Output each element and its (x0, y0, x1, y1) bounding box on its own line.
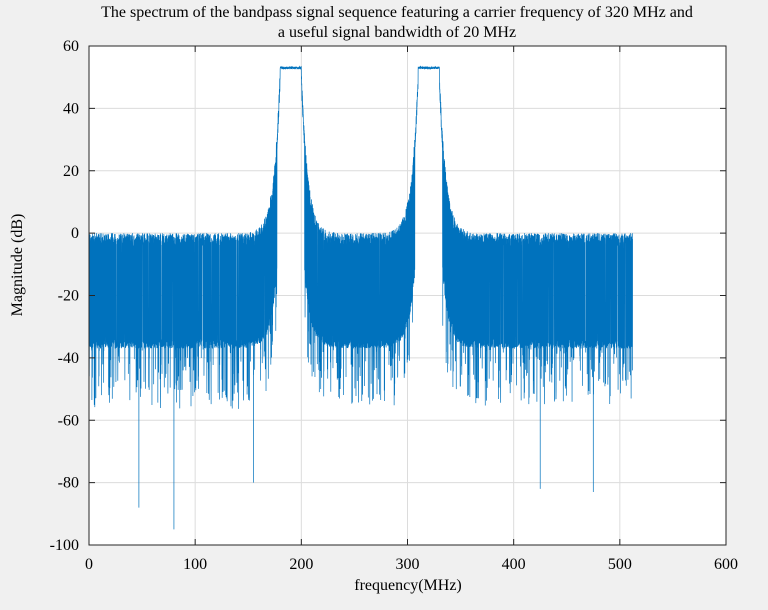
axis-ticks: 0 100 200 300 400 500 6006040200-20-40-60-80-1… (50, 38, 738, 573)
y-tick-label: -20 (58, 288, 79, 305)
x-tick-label: 600 (714, 556, 738, 573)
y-tick-label: -80 (58, 475, 79, 492)
y-axis-label: Magnitude (dB) (9, 214, 26, 317)
y-tick-label: 60 (63, 38, 79, 55)
spectrum-series (88, 65, 633, 530)
chart-title-line-1: The spectrum of the bandpass signal sequ… (101, 4, 693, 21)
x-tick-label: 100 (183, 556, 207, 573)
y-tick-label: -40 (58, 350, 79, 367)
y-tick-label: 0 (71, 225, 79, 242)
spectrum-line (88, 65, 633, 530)
x-axis-label: frequency(MHz) (354, 577, 462, 594)
x-tick-label: 400 (502, 556, 526, 573)
chart-title-line-2: a useful signal bandwidth of 20 MHz (278, 24, 516, 41)
x-tick-label: 200 (289, 556, 313, 573)
y-tick-label: -100 (50, 537, 79, 554)
x-tick-label: 300 (396, 556, 420, 573)
x-tick-label: 500 (608, 556, 632, 573)
y-tick-label: 40 (63, 100, 79, 117)
x-tick-label: 0 (85, 556, 93, 573)
y-tick-label: -60 (58, 412, 79, 429)
y-tick-label: 20 (63, 163, 79, 180)
